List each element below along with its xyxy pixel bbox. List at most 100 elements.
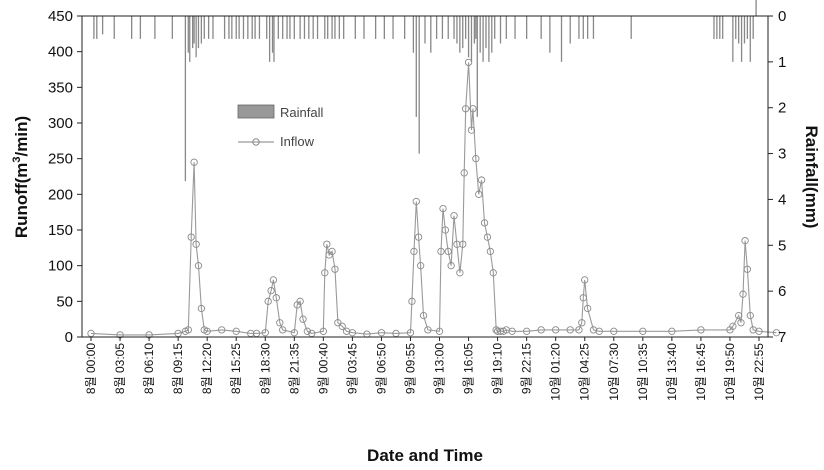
inflow-point	[697, 326, 705, 334]
inflow-point	[583, 304, 592, 313]
inflow-point	[523, 327, 531, 335]
inflow-point	[668, 327, 676, 335]
y-left-tick-label: 100	[48, 258, 73, 275]
legend-inflow-label: Inflow	[280, 134, 315, 149]
inflow-point	[412, 197, 420, 206]
inflow-point	[450, 212, 458, 220]
inflow-point	[508, 327, 516, 335]
x-tick-label: 8월 18:30	[258, 343, 272, 394]
inflow-point	[459, 240, 467, 248]
inflow-point	[453, 240, 461, 248]
y-left-tick-label: 300	[48, 115, 73, 132]
inflow-point	[424, 326, 432, 334]
x-tick-label: 9월 03:45	[345, 343, 359, 394]
inflow-point	[579, 294, 587, 302]
inflow-point	[483, 233, 492, 241]
inflow-point	[480, 219, 489, 227]
inflow-point	[321, 269, 329, 277]
x-tick-label: 10월 16:45	[694, 343, 708, 401]
x-tick-label: 8월 15:25	[229, 343, 243, 394]
y-left-axis-ticks: 0 50 100 150 200 250 300 350 400 450	[48, 8, 82, 346]
inflow-point	[290, 329, 298, 337]
inflow-point	[190, 158, 198, 166]
inflow-point	[296, 297, 304, 305]
inflow-point	[338, 322, 346, 330]
inflow-point	[460, 169, 468, 177]
x-tick-label: 9월 16:05	[462, 343, 476, 394]
inflow-point	[334, 319, 342, 327]
inflow-point	[444, 247, 452, 256]
y-left-tick-label: 200	[48, 186, 73, 203]
inflow-point	[475, 190, 483, 198]
y-right-axis-ticks: 0 1 2 3 4 5 6 7	[768, 8, 786, 346]
x-tick-label: 10월 04:25	[578, 343, 592, 401]
inflow-point	[441, 226, 449, 234]
inflow-point	[197, 304, 206, 313]
x-tick-label: 8월 21:35	[287, 343, 301, 394]
y-left-tick-label: 400	[48, 44, 73, 61]
x-tick-label: 10월 07:30	[607, 343, 621, 401]
inflow-point	[741, 237, 749, 245]
inflow-point	[489, 269, 497, 277]
y-left-tick-label: 150	[48, 222, 73, 239]
x-tick-label: 9월 09:55	[403, 343, 417, 394]
x-tick-label: 9월 13:00	[433, 343, 447, 394]
x-tick-label: 9월 00:40	[316, 343, 330, 394]
y-left-tick-label: 250	[48, 151, 73, 168]
y-left-tick-label: 50	[56, 293, 73, 310]
inflow-point	[735, 311, 743, 320]
inflow-point	[328, 247, 336, 256]
x-axis-ticks: 8월 00:00 8월 03:05 8월 06:10 8월 09:15 8월 12:20…	[84, 337, 766, 401]
inflow-point	[261, 329, 269, 337]
legend: Rainfall Inflow	[232, 97, 338, 157]
inflow-point	[575, 326, 583, 334]
inflow-point	[276, 319, 284, 327]
inflow-point	[299, 315, 307, 323]
inflow-point	[472, 155, 480, 163]
x-tick-label: 9월 22:15	[520, 343, 534, 394]
x-tick-label: 8월 00:00	[84, 343, 98, 394]
inflow-point	[416, 262, 425, 270]
inflow-point	[439, 204, 447, 213]
y-right-tick-label: 2	[778, 100, 786, 117]
y-right-tick-label: 3	[778, 146, 786, 163]
plot-frame	[81, 15, 769, 338]
inflow-point	[272, 294, 280, 302]
x-axis-title: Date and Time	[367, 446, 483, 465]
inflow-point	[437, 247, 445, 256]
y-left-tick-label: 350	[48, 79, 73, 96]
inflow-point	[269, 276, 278, 284]
inflow-point	[447, 262, 455, 270]
inflow-point	[194, 262, 203, 270]
inflow-point	[319, 327, 327, 335]
x-tick-label: 10월 01:20	[549, 343, 563, 401]
y-right-axis-title: Rainfall(mm)	[802, 126, 821, 229]
inflow-point	[581, 276, 589, 284]
inflow-point	[566, 326, 574, 334]
inflow-point	[435, 327, 444, 335]
y-left-axis-title: Runoff(m3/min)	[11, 116, 31, 238]
inflow-point	[755, 327, 763, 335]
inflow-point	[406, 329, 415, 337]
inflow-point	[469, 105, 477, 113]
inflow-point	[232, 327, 240, 335]
x-tick-label: 8월 03:05	[113, 343, 127, 394]
x-tick-label: 10월 22:55	[752, 343, 766, 401]
legend-inflow-marker	[252, 138, 260, 146]
y-right-tick-label: 6	[778, 283, 786, 300]
inflow-point	[184, 326, 192, 334]
legend-rainfall-label: Rainfall	[280, 105, 323, 120]
inflow-point	[743, 265, 752, 273]
y-right-tick-label: 0	[778, 8, 786, 25]
inflow-point	[729, 322, 737, 330]
y-right-tick-label: 4	[778, 191, 786, 208]
x-tick-label: 8월 09:15	[171, 343, 185, 394]
inflow-point	[187, 233, 195, 241]
inflow-point	[610, 327, 618, 335]
inflow-point	[414, 233, 423, 241]
inflow-point	[462, 105, 470, 113]
inflow-series	[87, 58, 781, 339]
inflow-point	[595, 327, 603, 335]
